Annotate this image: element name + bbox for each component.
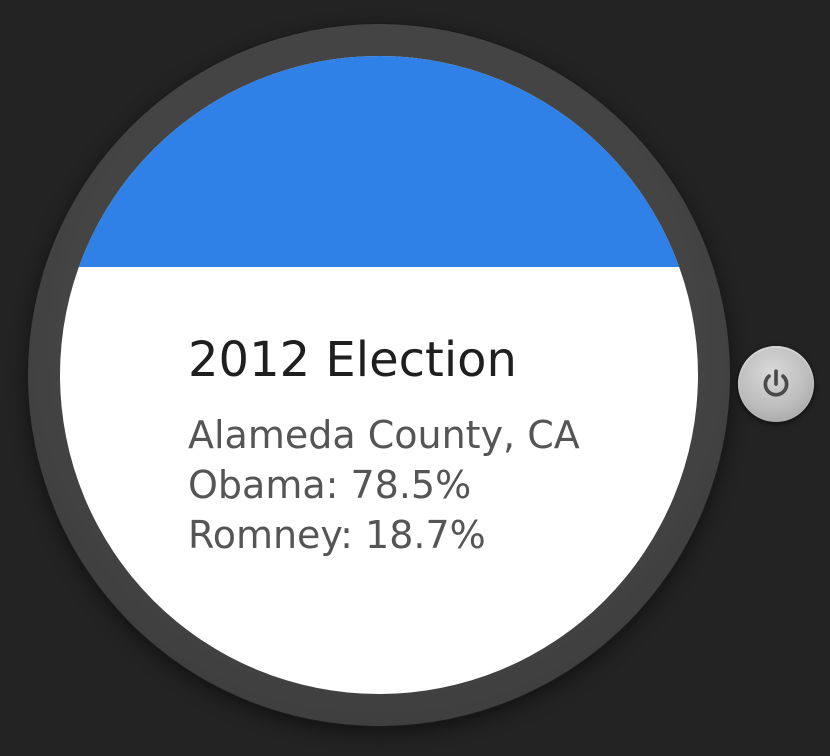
power-button[interactable] xyxy=(738,346,814,422)
obama-result: Obama: 78.5% xyxy=(188,463,472,507)
county-text: Alameda County, CA xyxy=(188,413,580,457)
watch-screen: 2012 Election Alameda County, CA Obama: … xyxy=(60,56,698,694)
card-title: 2012 Election xyxy=(188,332,517,388)
header-band xyxy=(60,56,698,267)
power-icon xyxy=(763,369,789,397)
romney-result: Romney: 18.7% xyxy=(188,513,486,557)
election-card: 2012 Election Alameda County, CA Obama: … xyxy=(188,332,580,560)
